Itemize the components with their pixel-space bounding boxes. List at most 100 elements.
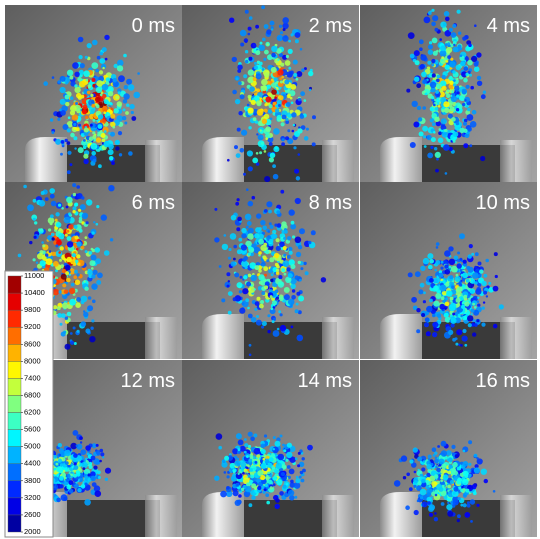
intensity-spot [441, 450, 447, 456]
intensity-spot [292, 235, 295, 238]
intensity-spot [51, 201, 57, 207]
intensity-spot [494, 252, 498, 256]
intensity-spot [433, 301, 439, 307]
intensity-spot [119, 153, 122, 156]
intensity-spot [436, 246, 439, 249]
intensity-spot [61, 332, 66, 337]
intensity-spot [293, 146, 296, 149]
intensity-spot [264, 50, 269, 55]
intensity-spot [259, 129, 261, 131]
intensity-spot [241, 244, 247, 250]
intensity-spot [289, 251, 293, 255]
intensity-spot [266, 43, 269, 46]
intensity-spot [275, 263, 278, 266]
intensity-spot [434, 147, 437, 150]
intensity-spot [277, 115, 282, 120]
intensity-spot [74, 84, 77, 87]
intensity-spot [456, 298, 461, 303]
intensity-spot [469, 244, 473, 248]
intensity-spot [423, 79, 428, 84]
intensity-spot [265, 137, 268, 140]
intensity-spot [237, 198, 240, 201]
intensity-spot [286, 452, 292, 458]
intensity-spot [248, 314, 253, 319]
intensity-spot [113, 78, 118, 83]
intensity-spot [301, 479, 305, 483]
intensity-spot [495, 275, 498, 278]
intensity-spot [433, 454, 436, 457]
intensity-spot [268, 269, 272, 273]
intensity-spot [72, 253, 76, 257]
intensity-spot [91, 255, 97, 261]
intensity-spot [416, 308, 420, 312]
intensity-spot [479, 269, 483, 273]
intensity-spot [287, 236, 291, 240]
intensity-spot [234, 460, 240, 466]
intensity-spot [55, 212, 59, 216]
intensity-spot [420, 54, 426, 60]
intensity-spot [79, 55, 83, 59]
intensity-spot [252, 196, 256, 200]
intensity-spot [457, 286, 463, 292]
intensity-spot [423, 258, 429, 264]
intensity-spot [456, 65, 462, 71]
intensity-spot [93, 466, 97, 470]
intensity-spot [298, 452, 301, 455]
intensity-spot [452, 70, 456, 74]
intensity-spot [431, 96, 434, 99]
intensity-spot [67, 312, 72, 317]
intensity-spot [452, 313, 455, 316]
intensity-spot [432, 314, 435, 317]
intensity-spot [283, 237, 286, 240]
intensity-spot [474, 62, 479, 67]
intensity-spot [439, 273, 444, 278]
intensity-spot [464, 66, 469, 71]
intensity-spot [456, 274, 459, 277]
intensity-spot [277, 69, 283, 75]
intensity-spot [93, 270, 98, 275]
intensity-spot [110, 114, 115, 119]
intensity-spot [457, 252, 460, 255]
intensity-spot [295, 198, 301, 204]
intensity-spot [83, 105, 88, 110]
intensity-spot [470, 309, 474, 313]
intensity-spot [103, 111, 106, 114]
intensity-spot [427, 153, 433, 159]
intensity-spot [269, 457, 274, 462]
intensity-spot [266, 29, 271, 34]
intensity-spot [247, 104, 250, 107]
intensity-spot [34, 221, 37, 224]
intensity-spot [254, 448, 261, 455]
intensity-spot [235, 500, 241, 506]
frame: 10 ms [360, 182, 537, 359]
intensity-spot [84, 499, 91, 506]
intensity-spot [263, 58, 266, 61]
intensity-spot [462, 336, 468, 342]
intensity-spot [410, 142, 416, 148]
intensity-spot [462, 316, 467, 321]
intensity-spot [273, 128, 280, 135]
intensity-spot [435, 28, 439, 32]
intensity-spot [263, 458, 266, 461]
intensity-spot [439, 38, 442, 41]
intensity-spot [240, 276, 243, 279]
intensity-spot [432, 447, 437, 452]
intensity-spot [414, 77, 419, 82]
intensity-spot [321, 277, 326, 282]
intensity-spot [493, 324, 498, 329]
intensity-spot [419, 47, 423, 51]
intensity-spot [424, 322, 429, 327]
colorbar-cell [8, 327, 21, 344]
intensity-spot [446, 71, 448, 73]
intensity-spot [445, 60, 448, 63]
intensity-spot [294, 496, 297, 499]
intensity-spot [244, 451, 247, 454]
intensity-spot [283, 449, 286, 452]
intensity-spot [473, 296, 478, 301]
intensity-spot [74, 342, 77, 345]
intensity-spot [53, 305, 57, 309]
intensity-spot [441, 464, 446, 469]
intensity-spot [449, 275, 453, 279]
intensity-spot [437, 314, 441, 318]
intensity-spot [281, 122, 285, 126]
